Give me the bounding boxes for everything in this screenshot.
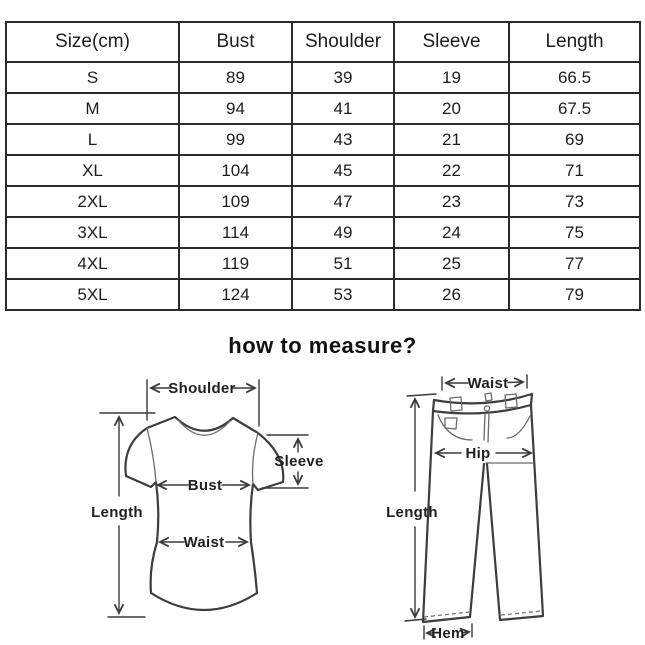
left-hem-stitch (423, 611, 470, 618)
table-row-l: L 99 43 21 69 (5, 123, 641, 156)
table-header-length: Length (508, 21, 641, 63)
table-header-bust: Bust (178, 21, 293, 63)
table-cell: 67.5 (508, 92, 641, 125)
table-header-size: Size(cm) (5, 21, 180, 63)
belt-loop (484, 392, 493, 402)
how-to-measure-title: how to measure? (228, 333, 417, 358)
table-cell: 73 (508, 185, 641, 218)
shirt-waist-label: Waist (184, 534, 225, 551)
table-cell: S (5, 61, 180, 94)
table-row-5xl: 5XL 124 53 26 79 (5, 278, 641, 311)
table-cell: 45 (291, 154, 395, 187)
table-cell: 5XL (5, 278, 180, 311)
tshirt-measure-diagram: Shoulder Sleeve Bust Waist L (91, 379, 323, 618)
table-cell: XL (5, 154, 180, 187)
table-cell: L (5, 123, 180, 156)
pants-measure-diagram: Waist Hip Length Hem (386, 374, 545, 642)
table-cell: 22 (393, 154, 510, 187)
pants-length-label: Length (386, 504, 438, 521)
table-cell: 26 (393, 278, 510, 311)
table-cell: 49 (291, 216, 395, 249)
table-cell: 51 (291, 247, 395, 280)
pants-outline (421, 392, 545, 624)
table-cell: 25 (393, 247, 510, 280)
table-cell: 47 (291, 185, 395, 218)
belt-loop (504, 393, 518, 409)
shirt-bust-label: Bust (188, 477, 223, 494)
table-cell: 3XL (5, 216, 180, 249)
table-cell: 69 (508, 123, 641, 156)
pants-waist-dimension: Waist (441, 374, 528, 392)
table-cell: 19 (393, 61, 510, 94)
table-cell: 89 (178, 61, 293, 94)
table-cell: 20 (393, 92, 510, 125)
collar-inner-line (177, 419, 231, 436)
table-row-3xl: 3XL 114 49 24 75 (5, 216, 641, 249)
table-cell: M (5, 92, 180, 125)
pants-waist-label: Waist (468, 375, 509, 392)
table-header-sleeve: Sleeve (393, 21, 510, 63)
table-row-2xl: 2XL 109 47 23 73 (5, 185, 641, 218)
table-cell: 104 (178, 154, 293, 187)
table-cell: 109 (178, 185, 293, 218)
table-row-s: S 89 39 19 66.5 (5, 61, 641, 94)
pants-hem-dimension: Hem (423, 623, 473, 642)
fly-seam (487, 412, 490, 443)
table-cell: 99 (178, 123, 293, 156)
table-cell: 77 (508, 247, 641, 280)
table-cell: 53 (291, 278, 395, 311)
left-armhole-seam (146, 427, 157, 483)
coin-pocket (444, 417, 458, 430)
table-cell: 21 (393, 123, 510, 156)
table-row-4xl: 4XL 119 51 25 77 (5, 247, 641, 280)
table-cell: 119 (178, 247, 293, 280)
tshirt-outline (124, 415, 285, 611)
shirt-sleeve-label: Sleeve (274, 453, 323, 470)
table-cell: 24 (393, 216, 510, 249)
shirt-bust-dimension: Bust (158, 477, 249, 494)
table-cell: 71 (508, 154, 641, 187)
pants-hip-label: Hip (465, 445, 490, 462)
right-pocket (506, 415, 531, 439)
shirt-waist-dimension: Waist (160, 534, 247, 551)
waist-button (483, 405, 491, 412)
table-header-row: Size(cm) Bust Shoulder Sleeve Length (5, 21, 641, 63)
table-cell: 41 (291, 92, 395, 125)
table-cell: 79 (508, 278, 641, 311)
table-cell: 43 (291, 123, 395, 156)
table-header-shoulder: Shoulder (291, 21, 395, 63)
table-cell: 75 (508, 216, 641, 249)
left-pocket (437, 414, 473, 441)
table-row-m: M 94 41 20 67.5 (5, 92, 641, 125)
table-cell: 124 (178, 278, 293, 311)
table-cell: 4XL (5, 247, 180, 280)
belt-loop (449, 396, 463, 412)
pants-length-dimension: Length (386, 393, 438, 622)
fly-seam (483, 412, 486, 441)
shirt-sleeve-dimension: Sleeve (261, 434, 323, 489)
right-hem-stitch (500, 610, 543, 616)
shirt-length-dimension: Length (91, 412, 156, 618)
pants-hip-dimension: Hip (436, 445, 531, 462)
table-cell: 66.5 (508, 61, 641, 94)
table-cell: 39 (291, 61, 395, 94)
table-cell: 23 (393, 185, 510, 218)
shirt-shoulder-dimension: Shoulder (146, 379, 260, 427)
table-cell: 114 (178, 216, 293, 249)
right-armhole-seam (251, 432, 259, 485)
table-row-xl: XL 104 45 22 71 (5, 154, 641, 187)
table-cell: 94 (178, 92, 293, 125)
shirt-shoulder-label: Shoulder (168, 380, 235, 397)
table-cell: 2XL (5, 185, 180, 218)
shirt-length-label: Length (91, 504, 143, 521)
size-table: Size(cm) Bust Shoulder Sleeve Length S 8… (5, 21, 641, 311)
pants-hem-label: Hem (431, 625, 464, 642)
